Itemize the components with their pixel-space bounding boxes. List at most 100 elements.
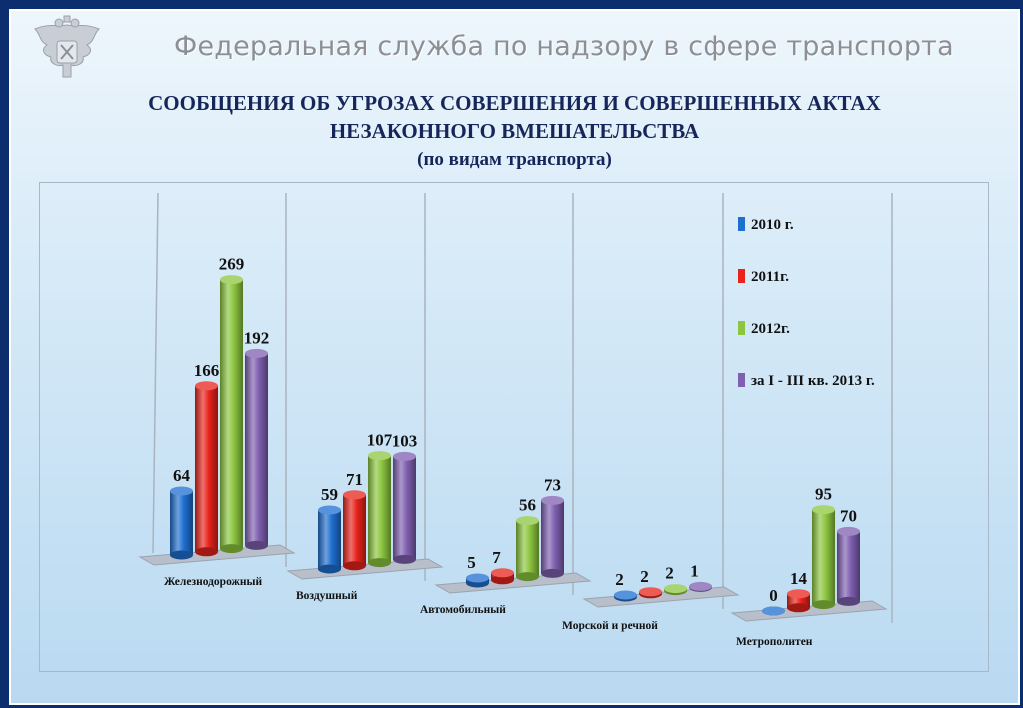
data-label: 73 [544, 475, 561, 494]
bar-2-Автомобильный [491, 568, 514, 585]
bar-top [664, 584, 687, 594]
bar-body [368, 455, 391, 563]
bar-top [393, 451, 416, 461]
bar-bottom [516, 572, 539, 582]
data-label: 64 [173, 466, 191, 485]
bar-3-Воздушный [368, 451, 391, 568]
data-label: 95 [815, 485, 832, 504]
bar-top [762, 606, 785, 616]
bar-bottom [170, 550, 193, 560]
bar-bottom [787, 603, 810, 613]
bar-top [837, 526, 860, 536]
data-label: 7 [492, 548, 501, 567]
chart-subtitle: (по видам транспорта) [417, 149, 612, 170]
chart-title-line-2: НЕЗАКОННОГО ВМЕШАТЕЛЬСТВА [329, 119, 700, 143]
bar-body [393, 456, 416, 560]
bar-bottom [318, 564, 341, 574]
bar-bottom [343, 561, 366, 571]
bar-top [466, 573, 489, 583]
chart-panel: 64 166 269 192 59 71 107 103 5 7 56 73 2 2 2 1 0 14 95 70 Ж… [39, 182, 989, 672]
bar-2-Морской и речной [639, 587, 662, 599]
legend-label: 2011г. [751, 269, 789, 285]
bar-bottom [541, 568, 564, 578]
bar-3-Автомобильный [516, 516, 539, 582]
bar-bottom [195, 547, 218, 557]
bar-top [343, 490, 366, 500]
bar-4-Железнодорожный [245, 348, 268, 550]
chart-floors [138, 544, 888, 622]
bar-top [541, 495, 564, 505]
bar-body [837, 531, 860, 602]
bar-top [195, 381, 218, 391]
bar-top [516, 516, 539, 526]
legend-swatch [738, 217, 745, 231]
bar-2-Воздушный [343, 490, 366, 571]
bar-body [245, 353, 268, 546]
bar-body [318, 510, 341, 569]
data-label: 71 [346, 470, 363, 489]
bar-body [343, 494, 366, 566]
data-label: 2 [665, 564, 674, 583]
bar-top [318, 505, 341, 515]
eagle-emblem-icon [34, 15, 100, 78]
legend-swatch [738, 373, 745, 387]
bar-2-Метрополитен [787, 589, 810, 613]
organization-title: Федеральная служба по надзору в сфере тр… [174, 31, 954, 62]
data-label: 103 [392, 431, 418, 450]
data-label: 56 [519, 496, 536, 515]
bar-1-Морской и речной [614, 590, 637, 602]
bar-bottom [220, 544, 243, 554]
bar-3-Морской и речной [664, 584, 687, 596]
data-label: 59 [321, 485, 338, 504]
bar-bottom [491, 575, 514, 585]
bar-top [614, 590, 637, 600]
bar-3-Железнодорожный [220, 275, 243, 554]
bar-bottom [368, 558, 391, 568]
bar-body [195, 385, 218, 552]
bar-3-Метрополитен [812, 505, 835, 610]
bar-bottom [245, 540, 268, 550]
bar-top [812, 505, 835, 515]
bar-top [689, 581, 712, 591]
bar-top [639, 587, 662, 597]
category-label: Железнодорожный [164, 576, 262, 588]
bar-1-Метрополитен [762, 606, 785, 616]
chart-bars [170, 275, 860, 616]
legend-label: 2010 г. [751, 217, 794, 233]
category-label: Метрополитен [736, 636, 813, 648]
data-label: 2 [640, 567, 649, 586]
bar-1-Воздушный [318, 505, 341, 574]
bar-bottom [812, 600, 835, 610]
data-label: 192 [244, 328, 270, 347]
chart-back-walls [152, 192, 893, 623]
bar-top [491, 568, 514, 578]
bar-top [220, 275, 243, 285]
slide: Федеральная служба по надзору в сфере тр… [9, 9, 1020, 705]
data-label: 269 [219, 255, 245, 274]
data-label: 166 [194, 361, 220, 380]
legend-label: за I - III кв. 2013 г. [751, 373, 875, 389]
category-label: Автомобильный [420, 604, 506, 616]
data-label: 70 [840, 506, 857, 525]
data-label: 0 [769, 586, 778, 605]
bar-top [787, 589, 810, 599]
bar-top [170, 486, 193, 496]
bar-2-Железнодорожный [195, 381, 218, 557]
bar-1-Автомобильный [466, 573, 489, 588]
bar-1-Железнодорожный [170, 486, 193, 560]
bar-bottom [393, 554, 416, 564]
data-label: 14 [790, 569, 808, 588]
bar-bottom [837, 596, 860, 606]
legend-label: 2012г. [751, 321, 790, 337]
bar-4-Морской и речной [689, 581, 712, 592]
bar-body [812, 509, 835, 605]
legend-swatch [738, 321, 745, 335]
bar-4-Автомобильный [541, 495, 564, 578]
bar-body [220, 279, 243, 549]
category-label: Воздушный [296, 590, 358, 602]
data-label: 5 [467, 553, 476, 572]
legend-swatch [738, 269, 745, 283]
